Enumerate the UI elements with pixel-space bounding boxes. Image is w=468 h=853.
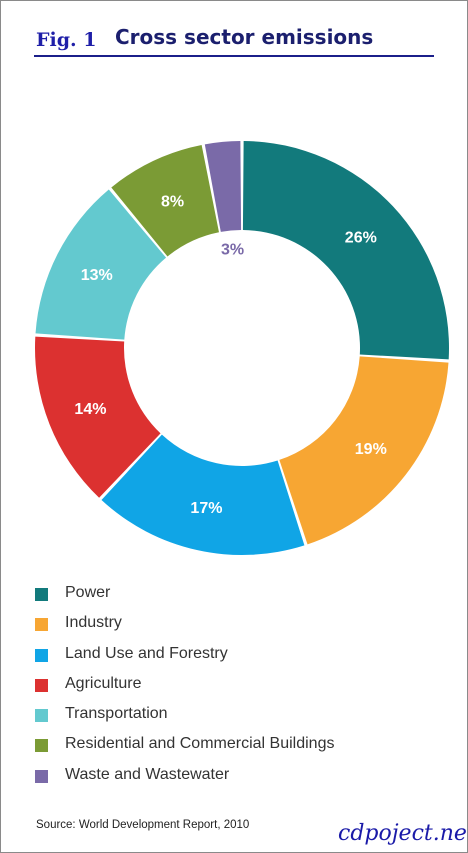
slice-value-label: 8% — [161, 194, 184, 211]
donut-slice-industry — [279, 356, 449, 545]
legend-swatch — [35, 588, 48, 601]
legend-label: Transportation — [65, 705, 168, 723]
donut-slice-residential-and-commercial-buildings — [111, 144, 219, 257]
legend-label: Land Use and Forestry — [65, 644, 228, 662]
legend-swatch — [35, 739, 48, 753]
legend-swatch — [35, 769, 48, 783]
chart-title: Cross sector emissions — [115, 25, 374, 49]
legend-swatch — [35, 648, 48, 662]
title-bar: Fig. 1 Cross sector emissions — [34, 21, 434, 57]
slice-value-label: 17% — [190, 500, 222, 517]
donut-slice-power — [242, 141, 449, 360]
legend-label: Agriculture — [65, 674, 142, 692]
slice-value-label: 3% — [221, 241, 244, 258]
legend-swatch — [35, 678, 48, 692]
legend-label: Waste and Wastewater — [65, 765, 230, 783]
donut-slice-transportation — [35, 189, 167, 340]
legend-label: Residential and Commercial Buildings — [65, 735, 335, 753]
legend-swatch — [35, 618, 48, 632]
slice-value-label: 13% — [81, 267, 113, 284]
donut-slice-land-use-and-forestry — [101, 434, 305, 555]
donut-chart: 26% 19% 17% 14% 13% 8% 3% — [35, 141, 449, 555]
watermark-text: cdpoject.net — [338, 821, 468, 846]
figure-label: Fig. 1 — [36, 29, 97, 51]
donut-slice-waste-and-wastewater — [204, 141, 242, 232]
slice-value-label: 19% — [355, 441, 387, 458]
legend-label: Power — [65, 584, 111, 601]
source-note: Source: World Development Report, 2010 — [36, 819, 250, 831]
legend-swatch — [35, 709, 48, 723]
slice-value-label: 26% — [345, 229, 377, 246]
donut-slice-agriculture — [35, 336, 161, 498]
slice-value-label: 14% — [74, 401, 106, 418]
legend-label: Industry — [65, 614, 122, 632]
